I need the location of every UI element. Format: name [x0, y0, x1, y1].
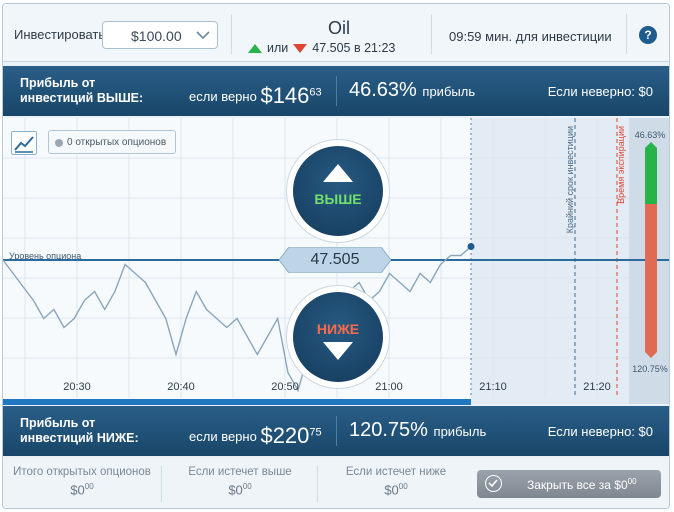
arrow-down-icon: [323, 342, 353, 360]
x-tick-label: 21:00: [375, 381, 403, 393]
payout-higher: если верно $14663: [189, 81, 322, 108]
percent-label: прибыль: [433, 424, 487, 439]
stat-label: Итого открытых опционов: [13, 466, 151, 478]
gauge-down-tip: [645, 352, 657, 358]
amount-select[interactable]: $100.00: [102, 21, 218, 49]
percent-lower: 120.75% прибыль: [349, 419, 486, 442]
asset-row: или 47.505 в 21:23: [248, 41, 395, 55]
stat-if-lower: Если истечет ниже $000: [321, 466, 471, 497]
gauge-bottom-value: 120.75%: [632, 364, 668, 374]
payout-lower: если верно $22075: [189, 421, 322, 448]
status-dot-icon: [55, 139, 63, 147]
open-options-badge[interactable]: 0 открытых опционов: [48, 130, 176, 154]
asset-price-time: 47.505 в 21:23: [312, 41, 396, 55]
chart-icon: [14, 136, 34, 153]
footer-stats: Итого открытых опционов $000 Если истече…: [3, 458, 669, 508]
check-circle-icon: [485, 475, 502, 492]
chart-type-button[interactable]: [11, 131, 37, 155]
higher-button[interactable]: ВЫШЕ: [286, 139, 390, 243]
profit-title-line1: Прибыль от: [20, 76, 96, 90]
lower-button-label: НИЖЕ: [316, 321, 360, 337]
stat-label: Если истечет ниже: [345, 466, 447, 478]
separator: [626, 14, 627, 54]
x-tick-label: 20:50: [271, 381, 299, 393]
gauge-up-fill: [645, 148, 657, 204]
open-options-text: 0 открытых опционов: [67, 137, 167, 148]
separator: [231, 14, 232, 54]
if-wrong-higher: Если неверно: $0: [547, 84, 653, 99]
stat-value: $000: [228, 482, 252, 498]
percent-value: 120.75%: [349, 419, 428, 441]
price-series-line: [3, 245, 472, 393]
x-tick-label: 21:10: [479, 381, 507, 393]
payout-cents: 75: [309, 426, 322, 439]
higher-button-label: ВЫШЕ: [314, 191, 362, 207]
asset-name: Oil: [328, 18, 350, 38]
profit-bar-lower: Прибыль от инвестиций НИЖЕ: если верно $…: [3, 406, 669, 456]
gauge-top-value: 46.63%: [635, 130, 666, 140]
current-price: 47.505: [310, 251, 360, 268]
stat-value: $000: [70, 482, 94, 498]
top-bar: Инвестировать $100.00 Oil или 47.505 в 21…: [3, 4, 669, 62]
profit-title-higher: Прибыль от инвестиций ВЫШЕ:: [20, 76, 143, 106]
profit-title-line1: Прибыль от: [20, 416, 96, 430]
separator: [317, 466, 318, 502]
time-left: 09:59 мин. для инвестиции: [449, 29, 612, 44]
if-correct-label: если верно: [189, 429, 257, 444]
x-tick-label: 21:20: [583, 381, 611, 393]
x-tick-label: 20:40: [167, 381, 195, 393]
invest-label: Инвестировать: [14, 27, 106, 42]
gauge-down-fill: [645, 204, 657, 352]
option-level-label: Уровень опциона: [9, 251, 81, 261]
stat-total-open: Итого открытых опционов $000: [7, 466, 157, 497]
price-tag-shape: [279, 247, 391, 273]
payout-amount: $146: [260, 83, 310, 108]
percent-higher: 46.63% прибыль: [349, 79, 475, 102]
if-wrong-lower: Если неверно: $0: [547, 424, 653, 439]
arrow-down-icon: [293, 44, 308, 54]
trading-widget: Инвестировать $100.00 Oil или 47.505 в 21…: [2, 3, 670, 509]
current-price-tag: 47.505: [279, 247, 391, 273]
if-correct-label: если верно: [189, 89, 257, 104]
stat-if-higher: Если истечет выше $000: [165, 466, 315, 497]
profit-title-lower: Прибыль от инвестиций НИЖЕ:: [20, 416, 139, 446]
profit-bar-higher: Прибыль от инвестиций ВЫШЕ: если верно $…: [3, 66, 669, 116]
gauge-up-tip: [645, 142, 657, 148]
expiry-label: Время экспирации: [616, 126, 626, 204]
lower-button[interactable]: НИЖЕ: [286, 285, 390, 389]
payout-amount: $220: [260, 423, 310, 448]
stat-label: Если истечет выше: [188, 466, 292, 478]
x-tick-label: 20:30: [63, 381, 91, 393]
help-icon[interactable]: ?: [639, 26, 657, 44]
separator: [161, 466, 162, 502]
chart-progress-bar: [3, 399, 471, 405]
arrow-up-icon: [248, 44, 262, 54]
or-label: или: [267, 41, 289, 55]
higher-button-inner: ВЫШЕ: [293, 146, 383, 236]
amount-value: $100.00: [131, 28, 182, 44]
deadline-label: Крайний срок инвестиции: [565, 126, 575, 233]
arrow-up-icon: [323, 164, 353, 182]
lower-button-inner: НИЖЕ: [293, 292, 383, 382]
percent-label: прибыль: [422, 84, 476, 99]
last-price-point: [467, 243, 475, 250]
separator: [336, 76, 337, 106]
separator: [431, 14, 432, 54]
chevron-down-icon: [196, 31, 210, 40]
separator: [336, 416, 337, 446]
close-all-label: Закрыть все за $000: [527, 477, 637, 492]
percent-value: 46.63%: [349, 79, 417, 101]
profit-title-line2: инвестиций ВЫШЕ:: [20, 91, 144, 105]
profit-title-line2: инвестиций НИЖЕ:: [20, 431, 139, 445]
stat-value: $000: [384, 482, 408, 498]
payout-cents: 63: [309, 86, 322, 99]
close-all-button[interactable]: Закрыть все за $000: [477, 470, 661, 498]
